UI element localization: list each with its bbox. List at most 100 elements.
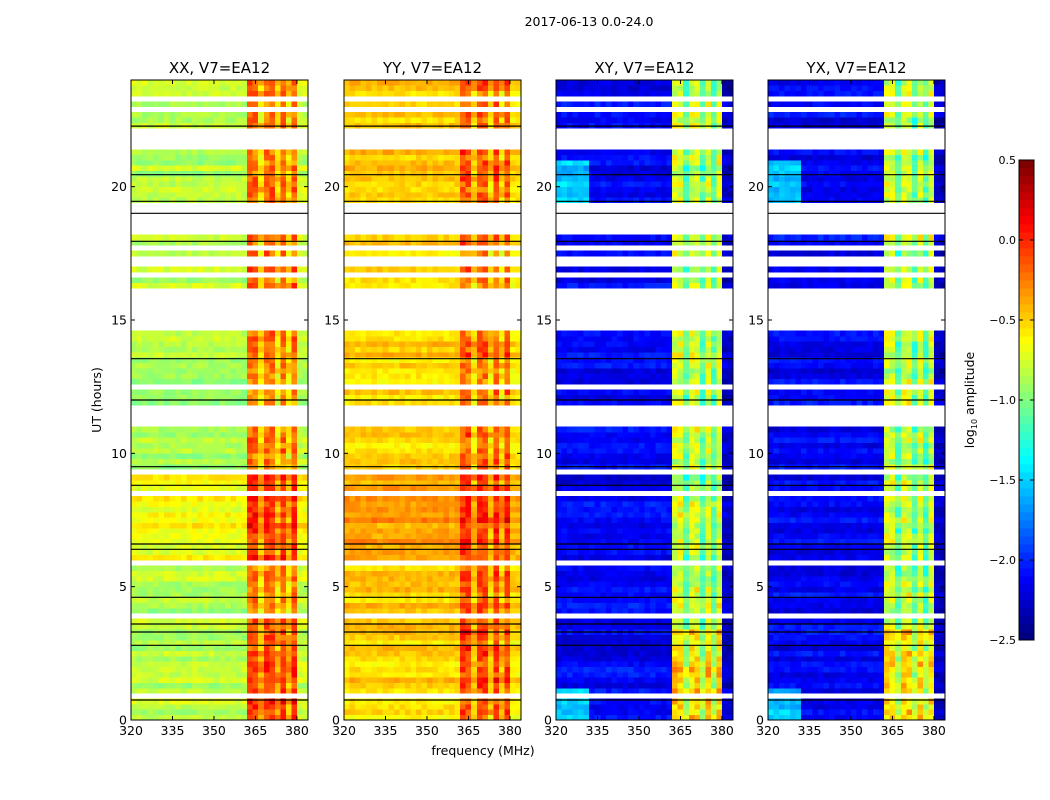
heatmap-cell — [371, 394, 378, 401]
heatmap-cell — [465, 624, 472, 630]
heatmap-cell — [169, 149, 176, 156]
heatmap-cell — [230, 570, 237, 577]
heatmap-cell — [269, 597, 276, 604]
heatmap-cell — [153, 160, 160, 166]
heatmap-cell — [360, 277, 367, 284]
heatmap-cell — [142, 154, 148, 161]
heatmap-cell — [180, 400, 187, 406]
heatmap-cell — [285, 506, 292, 513]
heatmap-cell — [269, 602, 276, 609]
heatmap-cell — [421, 704, 428, 710]
heatmap-cell — [415, 682, 422, 689]
heatmap-cell — [191, 538, 198, 545]
heatmap-cell — [158, 197, 165, 204]
heatmap-cell — [191, 512, 198, 518]
heatmap-cell — [296, 581, 303, 588]
heatmap-cell — [426, 650, 433, 657]
heatmap-cell — [382, 538, 389, 545]
heatmap-cell — [349, 549, 356, 556]
heatmap-cell — [360, 357, 367, 364]
heatmap-cell — [236, 373, 243, 380]
heatmap-cell — [465, 442, 472, 449]
heatmap-cell — [280, 618, 287, 625]
heatmap-cell — [438, 442, 444, 449]
heatmap-cell — [191, 442, 198, 449]
heatmap-cell — [388, 656, 395, 662]
heatmap-cell — [302, 394, 309, 401]
heatmap-cell — [258, 85, 265, 92]
heatmap-cell — [158, 176, 165, 182]
heatmap-cell — [404, 624, 411, 630]
heatmap-cell — [147, 352, 154, 358]
heatmap-cell — [263, 522, 270, 529]
heatmap-cell — [258, 378, 265, 385]
heatmap-cell — [449, 282, 456, 289]
heatmap-cell — [197, 704, 204, 710]
heatmap-cell — [399, 442, 406, 449]
heatmap-cell — [197, 645, 204, 652]
heatmap-cell — [175, 677, 182, 684]
heatmap-cell — [274, 586, 281, 593]
heatmap-cell — [225, 266, 231, 273]
heatmap-cell — [399, 330, 406, 337]
heatmap-cell — [432, 517, 439, 524]
heatmap-cell — [504, 554, 511, 561]
heatmap-cell — [147, 389, 154, 396]
heatmap-cell — [186, 442, 193, 449]
heatmap-cell — [498, 538, 505, 545]
heatmap-cell — [252, 624, 259, 630]
heatmap-cell — [377, 474, 384, 481]
heatmap-cell — [482, 448, 489, 454]
heatmap-cell — [180, 480, 187, 486]
heatmap-cell — [438, 645, 444, 652]
heatmap-cell — [142, 282, 148, 289]
heatmap-cell — [443, 496, 450, 502]
heatmap-cell — [180, 549, 187, 556]
heatmap-cell — [153, 368, 160, 374]
heatmap-cell — [131, 352, 137, 358]
heatmap-cell — [296, 394, 303, 401]
heatmap-cell — [291, 666, 298, 673]
heatmap-cell — [142, 112, 148, 118]
heatmap-cell — [460, 250, 467, 257]
heatmap-cell — [191, 176, 198, 182]
heatmap-cell — [164, 666, 171, 673]
heatmap-cell — [219, 517, 226, 524]
heatmap-cell — [280, 389, 287, 396]
heatmap-cell — [476, 501, 483, 508]
heatmap-cell — [291, 426, 298, 433]
heatmap-cell — [476, 682, 483, 689]
heatmap-cell — [454, 618, 461, 625]
heatmap-cell — [454, 448, 461, 454]
heatmap-cell — [252, 341, 259, 348]
heatmap-cell — [487, 501, 494, 508]
heatmap-cell — [291, 346, 298, 353]
heatmap-cell — [355, 640, 361, 646]
heatmap-cell — [186, 549, 193, 556]
heatmap-cell — [158, 709, 165, 716]
heatmap-cell — [471, 394, 478, 401]
heatmap-cell — [296, 522, 303, 529]
heatmap-cell — [158, 80, 165, 86]
heatmap-cell — [191, 554, 198, 561]
heatmap-cell — [131, 197, 137, 204]
heatmap-cell — [454, 570, 461, 577]
heatmap-cell — [377, 458, 384, 465]
heatmap-cell — [136, 677, 143, 684]
heatmap-cell — [197, 554, 204, 561]
heatmap-cell — [191, 666, 198, 673]
heatmap-cell — [258, 181, 265, 188]
heatmap-cell — [504, 533, 511, 540]
heatmap-cell — [504, 528, 511, 534]
heatmap-cell — [393, 677, 400, 684]
heatmap-cell — [186, 501, 193, 508]
heatmap-cell — [460, 618, 467, 625]
heatmap-cell — [258, 677, 265, 684]
heatmap-cell — [247, 570, 254, 577]
heatmap-cell — [465, 378, 472, 385]
heatmap-cell — [208, 688, 215, 694]
heatmap-cell — [131, 448, 137, 454]
heatmap-cell — [366, 453, 373, 460]
heatmap-cell — [285, 394, 292, 401]
